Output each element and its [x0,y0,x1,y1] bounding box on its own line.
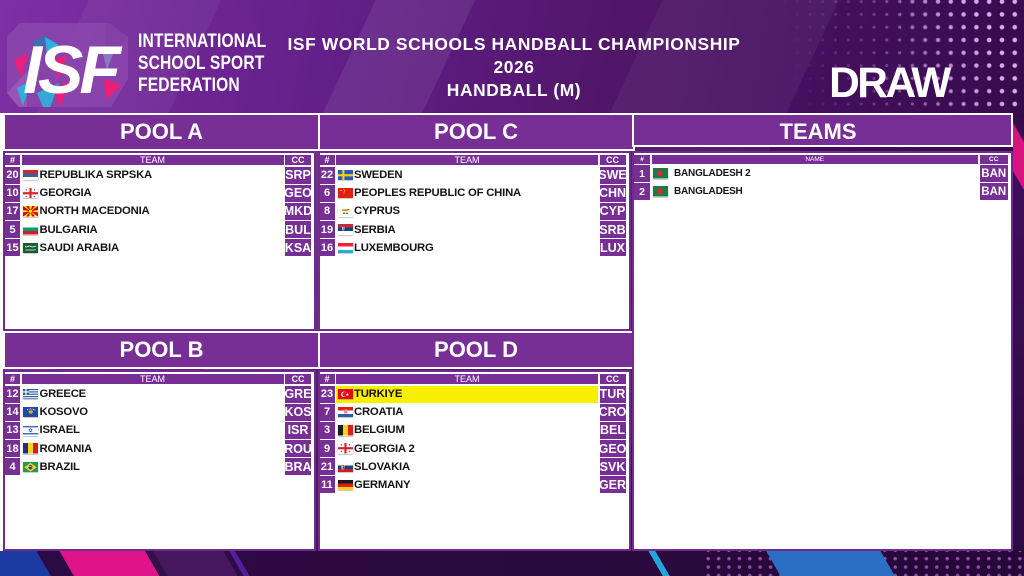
svg-text:ISF: ISF [23,32,122,107]
